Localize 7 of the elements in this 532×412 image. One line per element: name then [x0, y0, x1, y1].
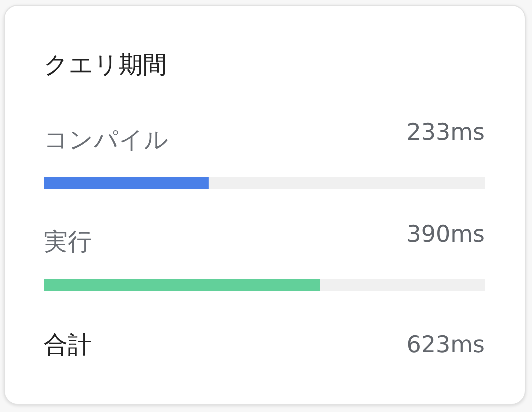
- data-label: 233ms: [406, 120, 485, 146]
- chart-title: クエリ期間: [44, 51, 167, 79]
- y-tick-label: コンパイル: [44, 126, 169, 154]
- text: 合計: [44, 331, 92, 359]
- y-tick-label: 実行: [44, 228, 92, 256]
- data-label: 390ms: [406, 222, 485, 248]
- text: 623ms: [406, 332, 486, 358]
